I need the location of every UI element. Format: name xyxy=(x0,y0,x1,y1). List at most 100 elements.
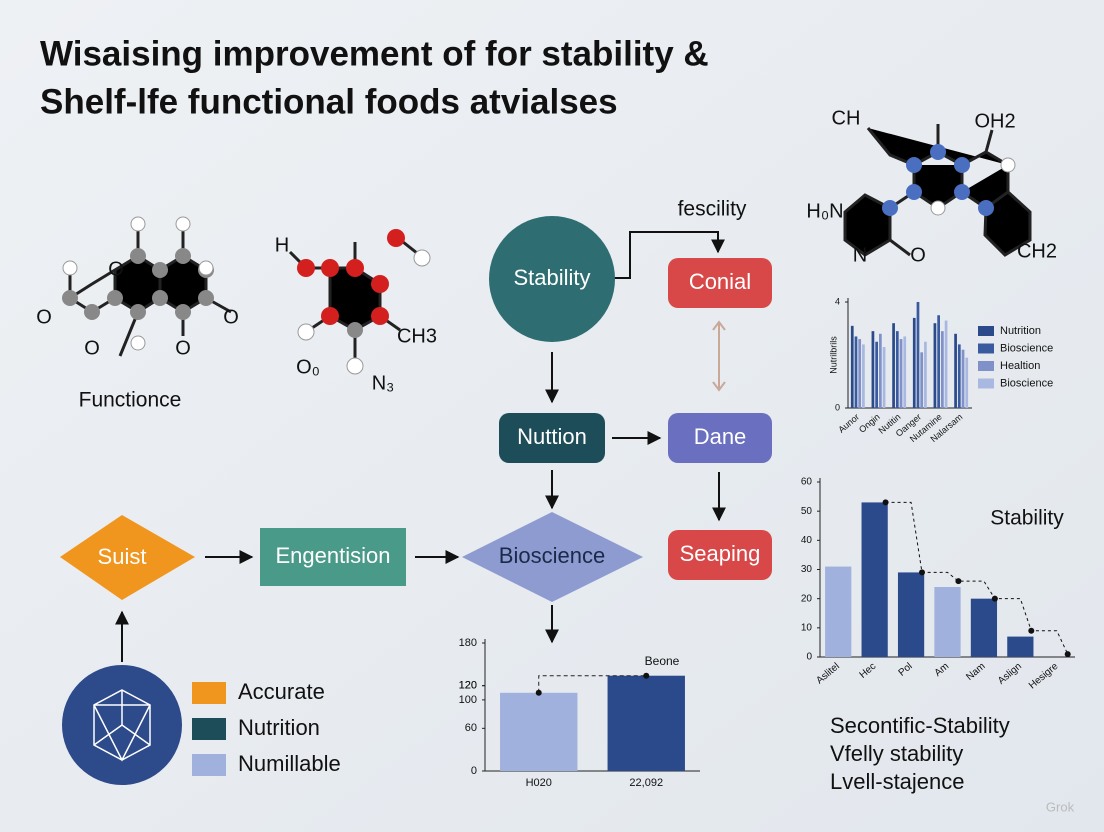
node xyxy=(668,258,772,308)
node-label: Suist xyxy=(98,544,147,569)
atom-label: O xyxy=(108,258,124,280)
node-label: Dane xyxy=(694,424,747,449)
y-tick-label: 120 xyxy=(459,680,477,692)
atom-label: O xyxy=(910,244,926,266)
bar xyxy=(1007,636,1034,657)
y-tick-label: 40 xyxy=(801,535,813,546)
bar xyxy=(954,333,957,408)
atom-label: CH xyxy=(832,107,861,129)
dot xyxy=(535,689,542,696)
legend-swatch xyxy=(192,718,226,740)
bar xyxy=(854,336,858,408)
bar xyxy=(862,344,865,408)
bar xyxy=(858,339,862,408)
bar xyxy=(825,566,852,657)
bar xyxy=(920,352,924,408)
bar xyxy=(916,302,920,408)
node xyxy=(499,413,605,463)
bar xyxy=(934,587,961,657)
bar xyxy=(970,598,998,657)
legend-swatch xyxy=(978,361,994,371)
note: Secontific-Stability xyxy=(830,713,1010,738)
y-tick-label: 0 xyxy=(835,402,840,412)
bar xyxy=(897,572,925,657)
bar xyxy=(875,341,878,408)
bar xyxy=(924,341,927,408)
node xyxy=(260,528,406,586)
bar xyxy=(961,349,965,408)
y-tick-label: 120 xyxy=(459,680,477,692)
title-line: Wisaising improvement of for stability & xyxy=(40,34,709,73)
dot xyxy=(991,595,998,602)
molecule: O O O O O Functionce xyxy=(36,216,239,412)
bar xyxy=(965,357,969,408)
bar xyxy=(850,325,854,408)
y-tick-label: 0 xyxy=(471,765,477,777)
bar xyxy=(937,315,940,408)
node xyxy=(489,216,615,342)
y-tick-label: 60 xyxy=(465,722,477,734)
caption: Functionce xyxy=(79,389,182,412)
legend-label: Healtion xyxy=(1000,360,1040,372)
chart-title: Stability xyxy=(990,507,1064,530)
node xyxy=(462,512,643,602)
node-label: Nuttion xyxy=(517,424,587,449)
watermark: Grok xyxy=(1046,799,1075,814)
y-tick-label: 20 xyxy=(801,593,813,604)
bar xyxy=(899,339,903,408)
node xyxy=(668,530,772,580)
atom-label: O₀ xyxy=(296,356,320,378)
node-label: Bioscience xyxy=(499,543,605,568)
legend-label: Nutrition xyxy=(1000,325,1041,337)
legend-label: Bioscience xyxy=(1000,342,1053,354)
dot xyxy=(882,499,889,506)
molecule: H CH3 O₀ N₃ xyxy=(275,229,437,394)
legend-label: Nutrition xyxy=(238,715,320,740)
node xyxy=(668,413,772,463)
y-tick-label: 60 xyxy=(801,477,813,488)
legend-label: Accurate xyxy=(238,679,325,704)
edge-label: fescility xyxy=(678,198,747,221)
atom-label: CH2 xyxy=(1017,240,1057,262)
x-tick-label: H020 xyxy=(526,777,552,789)
bar xyxy=(941,331,944,408)
dot xyxy=(1064,651,1071,658)
note: Lvell-stajence xyxy=(830,769,965,794)
dot xyxy=(955,578,962,585)
atom-label: N₃ xyxy=(372,372,395,394)
title-line: Shelf-lfe functional foods atvialses xyxy=(40,82,618,121)
dot xyxy=(1028,627,1035,634)
bar xyxy=(871,331,875,408)
bar xyxy=(879,333,882,408)
node-label: Conial xyxy=(689,269,751,294)
atom-label: O xyxy=(175,337,191,359)
bar xyxy=(895,331,899,408)
y-tick-label: 100 xyxy=(459,694,477,706)
y-tick-label: 30 xyxy=(801,564,813,575)
node-label: Engentision xyxy=(276,543,391,568)
atom-label: H xyxy=(275,234,289,256)
bar xyxy=(912,317,916,408)
node xyxy=(60,515,195,600)
bar xyxy=(933,323,937,408)
legend-swatch xyxy=(192,754,226,776)
atom-label: O xyxy=(84,337,100,359)
y-tick-label: 50 xyxy=(801,506,813,517)
bar xyxy=(892,323,895,408)
legend-swatch xyxy=(192,682,226,704)
bar xyxy=(903,336,907,408)
node-label: Seaping xyxy=(680,541,761,566)
atom-label: CH3 xyxy=(397,325,437,347)
legend-label: Numillable xyxy=(238,751,341,776)
molecule: CH OH2 H₀N N O CH2 xyxy=(806,107,1057,266)
y-tick-label: 180 xyxy=(459,637,477,649)
bar xyxy=(861,502,888,657)
node-label: Stability xyxy=(513,265,590,290)
atom-label: OH2 xyxy=(974,110,1015,132)
bar xyxy=(944,320,948,408)
legend-label: Bioscience xyxy=(1000,377,1053,389)
arrow xyxy=(712,320,726,392)
connector xyxy=(538,675,647,693)
bar xyxy=(607,675,685,771)
